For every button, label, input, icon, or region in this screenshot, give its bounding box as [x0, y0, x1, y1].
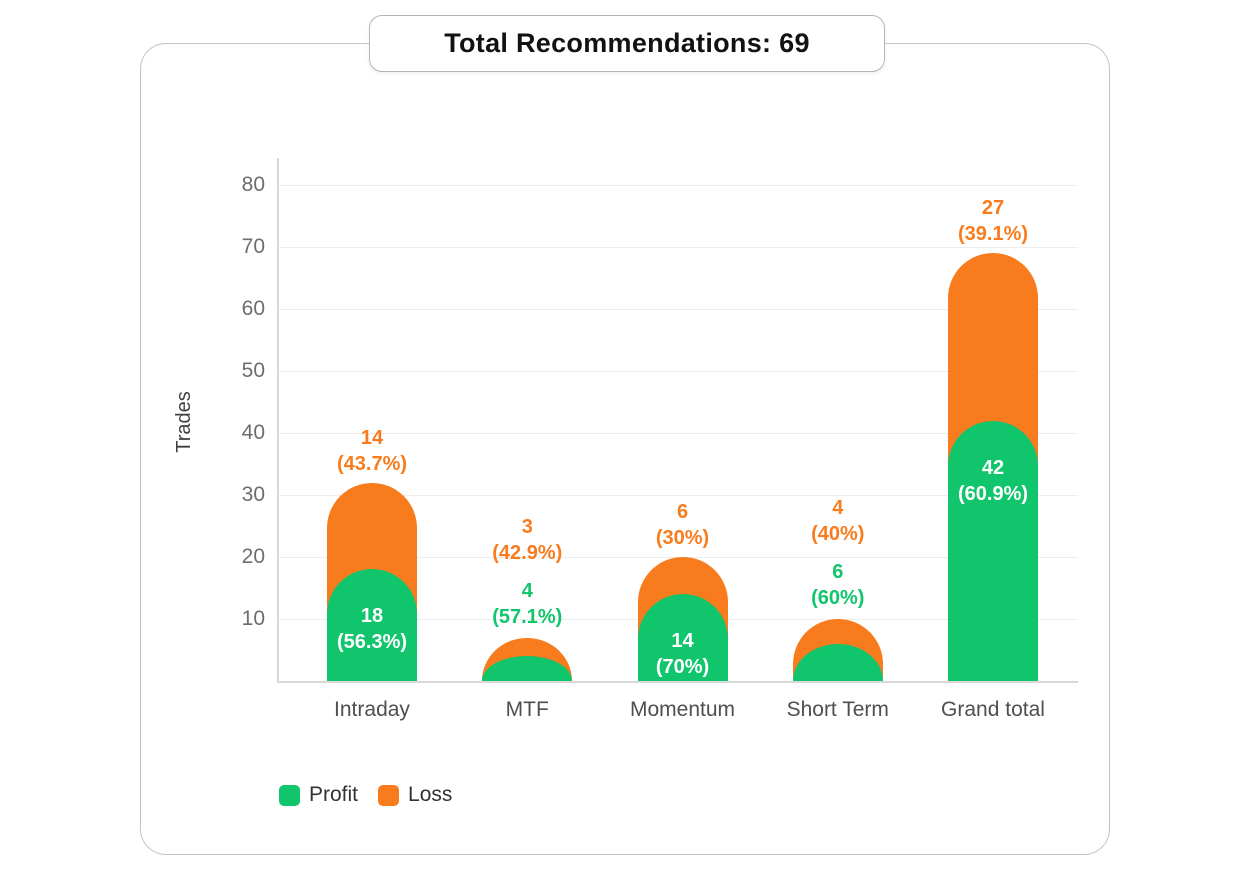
- x-axis-label: Short Term: [786, 698, 889, 721]
- profit-label: 4 (57.1%): [437, 578, 617, 630]
- loss-label: 4 (40%): [748, 495, 928, 547]
- profit-label-percent: (60%): [811, 587, 865, 609]
- legend: Profit Loss: [279, 783, 452, 807]
- profit-label-value: 42: [981, 456, 1005, 479]
- x-axis-label: MTF: [505, 698, 549, 721]
- legend-item-profit[interactable]: Profit: [279, 783, 358, 807]
- legend-label-profit: Profit: [309, 783, 359, 806]
- y-tick-label: 20: [241, 545, 265, 568]
- profit-label: 6 (60%): [748, 559, 928, 611]
- loss-label-value: 14: [360, 426, 384, 449]
- x-axis-label: Intraday: [334, 698, 410, 721]
- bar-profit-segment[interactable]: [327, 569, 417, 681]
- gridline: [277, 185, 1078, 186]
- loss-label-percent: (39.1%): [957, 223, 1029, 246]
- loss-label-value: 4: [832, 497, 844, 519]
- x-axis-line: [277, 681, 1078, 683]
- x-axis-label: Grand total: [941, 698, 1045, 721]
- loss-label: 3 (42.9%): [437, 514, 617, 566]
- loss-label: 6 (30%): [593, 499, 773, 551]
- profit-legend-swatch-icon: [279, 784, 300, 806]
- y-tick-label: 50: [241, 359, 265, 382]
- y-tick-label: 70: [241, 235, 265, 258]
- loss-label-percent: (40%): [811, 523, 865, 545]
- profit-label: 18 (56.3%): [282, 603, 462, 655]
- gridline: [277, 495, 1078, 496]
- profit-label-percent: (56.3%): [336, 631, 408, 654]
- x-axis-label: Momentum: [629, 698, 736, 721]
- y-tick-label: 60: [241, 297, 265, 320]
- loss-label-value: 27: [981, 197, 1005, 220]
- legend-label-loss: Loss: [408, 783, 453, 806]
- y-tick-label: 30: [241, 483, 265, 506]
- chart-title-badge: Total Recommendations: 69: [369, 15, 885, 72]
- profit-label-value: 18: [360, 605, 384, 628]
- profit-label-percent: (70%): [655, 656, 710, 679]
- bar-profit-segment[interactable]: [637, 594, 728, 681]
- gridline: [277, 371, 1078, 372]
- gridline: [277, 309, 1078, 310]
- profit-label: 42 (60.9%): [903, 455, 1083, 507]
- bar-profit-segment[interactable]: [948, 420, 1038, 681]
- loss-label-percent: (30%): [655, 527, 710, 549]
- y-tick-label: 40: [241, 421, 265, 444]
- gridline: [277, 433, 1078, 434]
- y-axis-title: Trades: [173, 391, 195, 453]
- profit-label-value: 4: [521, 579, 533, 602]
- profit-label-value: 14: [671, 630, 694, 653]
- loss-label-percent: (43.7%): [336, 452, 408, 475]
- profit-label-percent: (60.9%): [957, 482, 1029, 505]
- loss-label: 14 (43.7%): [282, 425, 462, 477]
- chart-title: Total Recommendations: 69: [444, 28, 810, 58]
- y-tick-label: 80: [241, 173, 265, 196]
- profit-label-value: 6: [832, 561, 844, 583]
- loss-label: 27 (39.1%): [903, 195, 1083, 247]
- legend-item-loss[interactable]: Loss: [378, 783, 452, 807]
- gridline: [277, 247, 1078, 248]
- profit-label-percent: (57.1%): [492, 605, 563, 628]
- loss-label-percent: (42.9%): [492, 541, 563, 564]
- y-axis-line: [277, 158, 279, 681]
- y-tick-label: 10: [241, 607, 265, 630]
- loss-label-value: 6: [676, 501, 689, 523]
- profit-label: 14 (70%): [593, 628, 773, 680]
- loss-legend-swatch-icon: [378, 784, 400, 806]
- loss-label-value: 3: [521, 515, 533, 538]
